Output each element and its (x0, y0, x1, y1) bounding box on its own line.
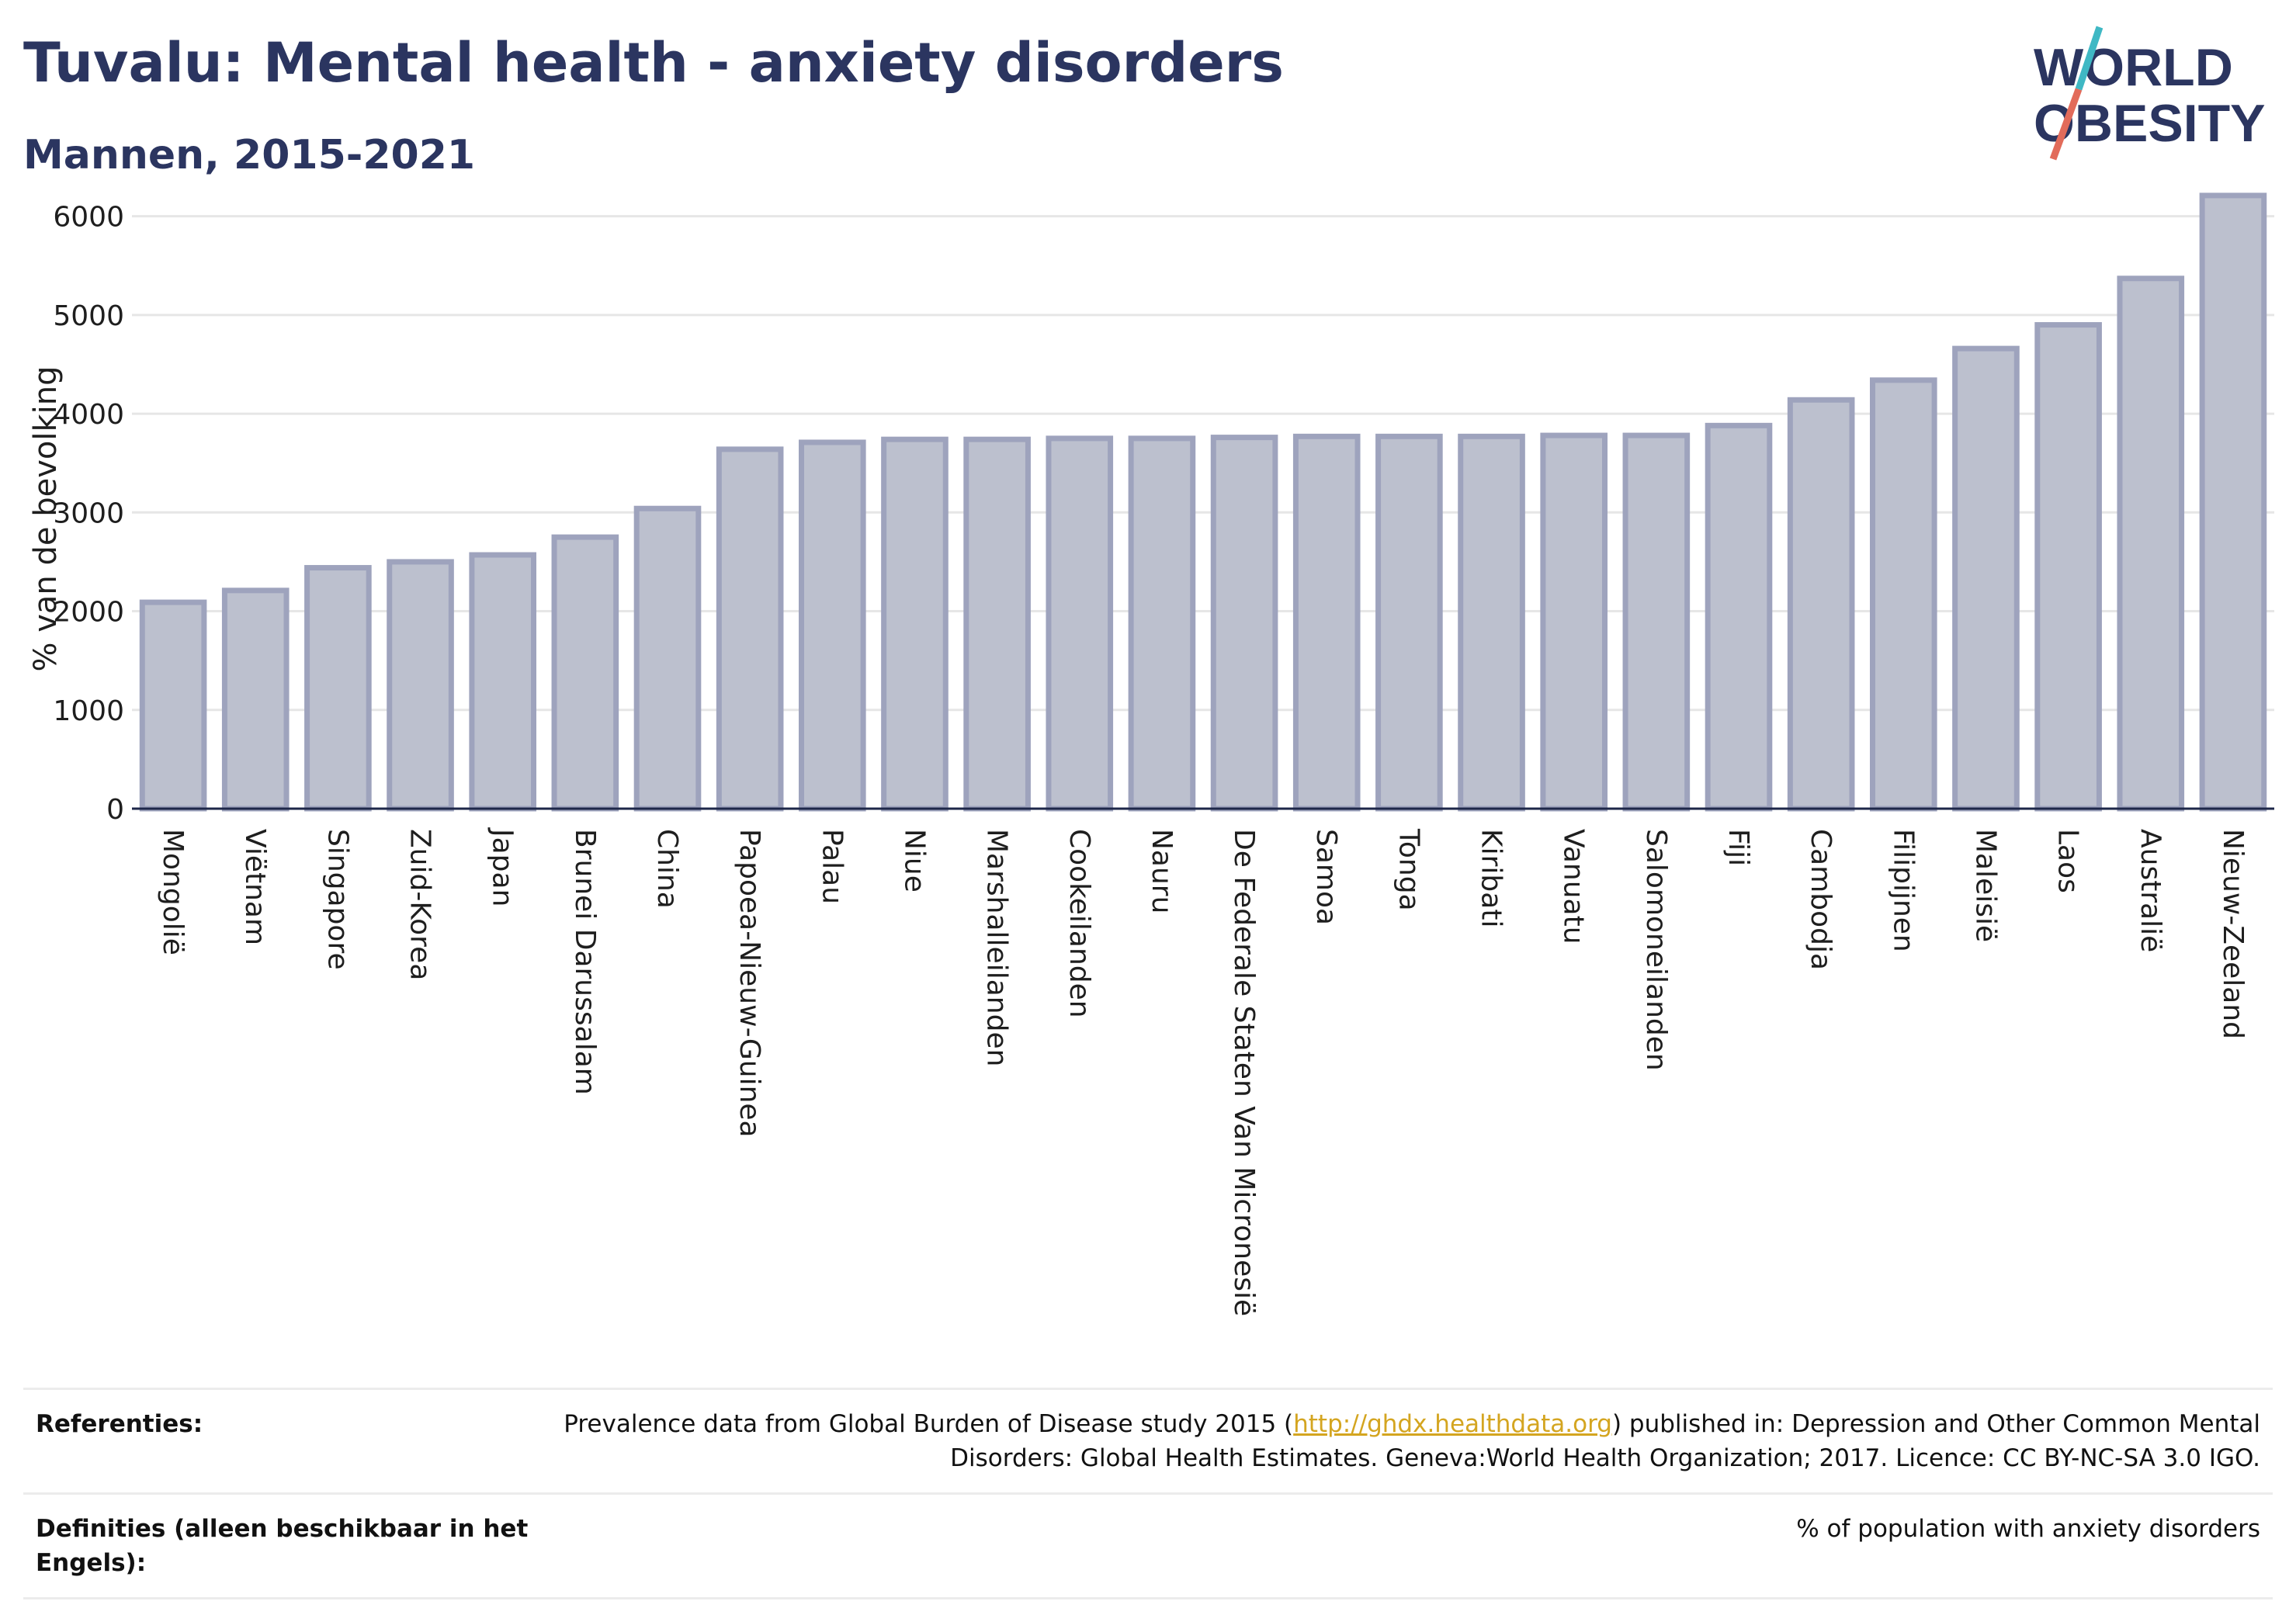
bar (1952, 345, 2020, 812)
x-tick-label: Filipijnen (1887, 829, 1919, 952)
y-tick-labels: 0 1000 2000 3000 4000 5000 6000 (53, 202, 124, 826)
x-tick-label: Kiribati (1476, 829, 1507, 927)
y-tick-label: 5000 (53, 300, 124, 332)
bar (1292, 433, 1361, 812)
bar (2117, 276, 2185, 812)
y-tick-label: 2000 (53, 597, 124, 629)
x-tick-label: Samoa (1310, 829, 1342, 925)
bar (469, 552, 537, 812)
x-tick-label: Nieuw-Zeeland (2217, 829, 2249, 1039)
x-tick-label: Maleisië (1969, 829, 2001, 942)
logo-slash-bottom (2049, 88, 2083, 161)
definitions-row: Definities (alleen beschikbaar in het En… (23, 1492, 2273, 1599)
x-tick-label: Japan (487, 827, 519, 906)
x-tick-label: Cookeilanden (1063, 829, 1095, 1018)
bar (1540, 432, 1608, 812)
bar (881, 436, 949, 812)
x-tick-labels: Mongolië Viëtnam Singapore Zuid-Korea Japan B… (157, 827, 2249, 1316)
definitions-text: % of population with anxiety disorders (1796, 1515, 2260, 1543)
bar (1128, 435, 1196, 812)
bar (1046, 435, 1114, 812)
bar-chart: 0 1000 2000 3000 4000 5000 6000 Mongolië Viëtna… (28, 192, 2274, 1316)
bar (221, 587, 290, 812)
references-row: Referenties: Prevalence data from Global… (23, 1388, 2273, 1492)
y-tick-label: 0 (106, 794, 124, 826)
bar (1375, 433, 1443, 812)
x-tick-label: De Federale Staten Van Micronesië (1228, 829, 1260, 1316)
bar (551, 534, 619, 812)
x-tick-label: Brunei Darussalam (569, 829, 601, 1095)
bar (2199, 192, 2267, 812)
x-tick-label: Laos (2052, 829, 2084, 893)
y-axis-title: % van de bevolking (28, 366, 64, 672)
x-tick-label: Fiji (1722, 829, 1754, 866)
bar (1787, 397, 1855, 812)
x-tick-label: Tonga (1393, 828, 1424, 911)
world-obesity-logo: WORLD OBESITY (2034, 26, 2266, 161)
x-tick-label: Salomoneilanden (1640, 829, 1672, 1071)
x-tick-label: Vanuatu (1558, 829, 1590, 944)
x-tick-label: Palau (816, 829, 848, 904)
bar (1622, 432, 1691, 812)
bar (633, 505, 702, 812)
references-label: Referenties: (36, 1410, 203, 1438)
footer: Referenties: Prevalence data from Global… (23, 1388, 2273, 1599)
logo-line-1: WORLD (2034, 38, 2233, 97)
bar (1870, 377, 1937, 812)
bar (1458, 433, 1525, 812)
bar (799, 439, 866, 812)
x-tick-label: Australië (2135, 829, 2166, 952)
bar (387, 559, 454, 812)
chart-subtitle: Mannen, 2015-2021 (23, 132, 476, 178)
bar (963, 436, 1031, 812)
bar (304, 565, 372, 812)
y-tick-label: 6000 (53, 202, 124, 234)
references-text: Prevalence data from Global Burden of Di… (564, 1410, 2260, 1472)
y-tick-label: 1000 (53, 695, 124, 727)
logo-slash-top (2075, 26, 2104, 91)
references-link[interactable]: http://ghdx.healthdata.org (1293, 1410, 1612, 1438)
bar (716, 446, 784, 812)
x-tick-label: China (651, 829, 683, 909)
chart-title: Tuvalu: Mental health - anxiety disorder… (23, 31, 1284, 95)
x-tick-label: Zuid-Korea (404, 829, 436, 980)
bar (1705, 422, 1773, 812)
y-tick-label: 3000 (53, 497, 124, 529)
bar (139, 599, 207, 812)
bars (139, 192, 2267, 812)
bar (1210, 435, 1278, 812)
definitions-label: Definities (alleen beschikbaar in het En… (36, 1515, 529, 1577)
x-tick-label: Cambodja (1805, 829, 1836, 970)
x-tick-label: Niue (898, 829, 930, 892)
x-tick-label: Singapore (321, 829, 353, 970)
bar (2034, 322, 2102, 812)
y-tick-label: 4000 (53, 399, 124, 431)
x-tick-label: Papoea-Nieuw-Guinea (734, 829, 765, 1138)
x-tick-label: Nauru (1146, 829, 1177, 913)
x-tick-label: Mongolië (157, 829, 189, 955)
x-tick-label: Marshalleilanden (981, 829, 1013, 1066)
x-tick-label: Viëtnam (239, 829, 271, 945)
